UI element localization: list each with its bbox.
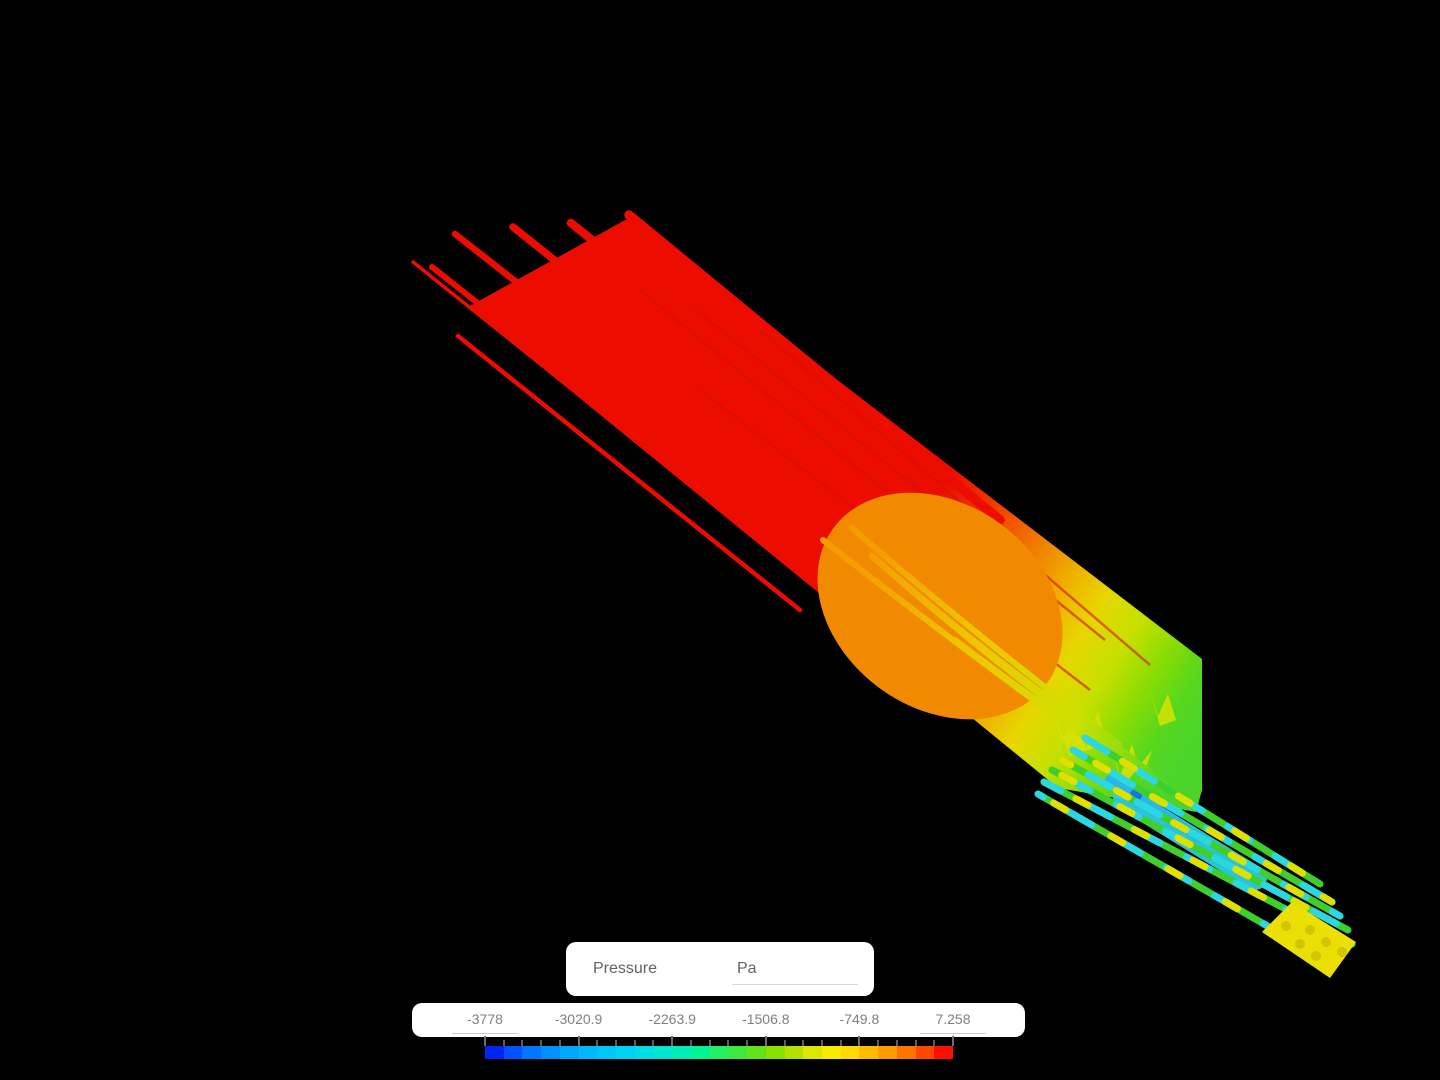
colorbar-major-tick — [952, 1036, 954, 1046]
colorbar-segment — [541, 1046, 560, 1059]
colorbar-minor-tick — [933, 1040, 936, 1046]
colorbar-minor-tick — [502, 1040, 505, 1046]
colorbar-major-tick — [764, 1036, 767, 1046]
colorbar-segment — [728, 1046, 748, 1059]
colorbar-segment — [765, 1046, 785, 1059]
colorbar-segment — [821, 1046, 841, 1059]
input-underline — [920, 1033, 986, 1034]
field-name-label: Pressure — [593, 960, 658, 977]
inlet-streamlines — [411, 210, 1005, 703]
colorbar-minor-tick — [783, 1040, 786, 1046]
colorbar-minor-tick — [839, 1040, 842, 1046]
colorbar-segment — [859, 1046, 879, 1059]
colorbar-segment — [878, 1046, 897, 1059]
colorbar-major-tick — [577, 1036, 580, 1046]
scale-tick-label: -749.8 — [839, 1011, 880, 1027]
colorbar-segment — [653, 1046, 673, 1059]
colorbar-segment — [634, 1046, 654, 1059]
colorbar-segment — [840, 1046, 860, 1059]
colorbar-segment — [915, 1046, 935, 1059]
colorbar-minor-tick — [540, 1040, 543, 1046]
colorbar-major-tick — [671, 1036, 674, 1046]
colorbar-segment — [485, 1046, 504, 1059]
colorbar-minor-tick — [689, 1040, 692, 1046]
colorbar-segment — [747, 1046, 766, 1059]
colorbar-major-tick — [484, 1036, 486, 1046]
colorbar-minor-tick — [596, 1040, 599, 1046]
scale-max-input[interactable]: 7.258 — [903, 1003, 1003, 1037]
colorbar-segment — [578, 1046, 598, 1059]
scale-tick-label: -1506.8 — [742, 1011, 790, 1027]
colorbar-segment — [616, 1046, 635, 1059]
colorbar-segment — [503, 1046, 523, 1059]
colorbar — [485, 1046, 953, 1059]
colorbar-segment — [559, 1046, 579, 1059]
colorbar-minor-tick — [877, 1040, 880, 1046]
colorbar-segment — [934, 1046, 953, 1059]
colorbar-minor-tick — [558, 1040, 561, 1046]
mid-streamlines — [820, 525, 1183, 800]
scale-min-input[interactable]: -3778 — [435, 1003, 535, 1037]
colorbar-segment — [803, 1046, 822, 1059]
colorbar-minor-tick — [746, 1040, 749, 1046]
colorbar-minor-tick — [633, 1040, 636, 1046]
input-underline — [452, 1033, 518, 1034]
scale-tick-label: -3020.9 — [554, 1011, 603, 1027]
colorbar-ticks — [484, 1036, 957, 1046]
unit-input[interactable]: Pa — [732, 953, 858, 985]
legend-scale-panel: -3778 -3020.9 -2263.9 -1506.8 -749.8 7.258 — [412, 1003, 1025, 1037]
colorbar-minor-tick — [652, 1040, 655, 1046]
colorbar-minor-tick — [895, 1040, 898, 1046]
colorbar-minor-tick — [708, 1040, 711, 1046]
colorbar-minor-tick — [820, 1040, 823, 1046]
colorbar-minor-tick — [521, 1040, 524, 1046]
colorbar-segment — [709, 1046, 729, 1059]
colorbar-minor-tick — [615, 1040, 618, 1046]
legend-field-panel: Pressure Pa — [566, 942, 874, 996]
colorbar-segment — [522, 1046, 542, 1059]
colorbar-segment — [672, 1046, 691, 1059]
colorbar-minor-tick — [727, 1040, 730, 1046]
colorbar-segment — [896, 1046, 916, 1059]
colorbar-segment — [690, 1046, 710, 1059]
colorbar-minor-tick — [802, 1040, 805, 1046]
colorbar-minor-tick — [914, 1040, 917, 1046]
colorbar-segment — [597, 1046, 617, 1059]
colorbar-major-tick — [858, 1036, 861, 1046]
scale-tick-label: -2263.9 — [648, 1011, 696, 1027]
outlet-tip — [1262, 902, 1356, 978]
colorbar-segment — [784, 1046, 804, 1059]
